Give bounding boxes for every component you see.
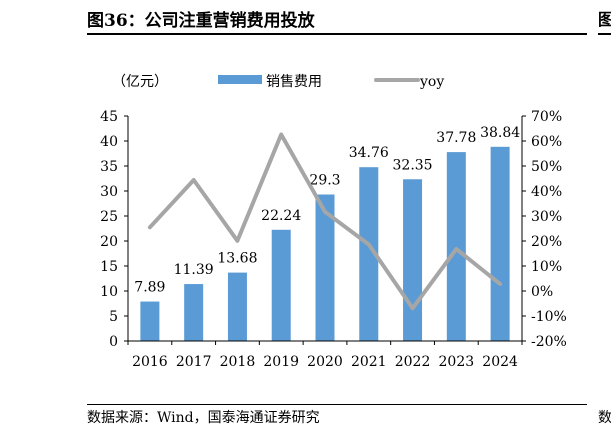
right-tick-label: 20% (531, 234, 562, 250)
right-tick-label: 60% (531, 134, 562, 150)
x-tick-label: 2018 (220, 354, 256, 370)
bar-data-label: 13.68 (217, 251, 257, 267)
right-tick-label: 40% (531, 184, 562, 200)
right-y-axis: -20% -10% 0% 10% 20% 30% 40% 50% 60% 70% (521, 109, 567, 350)
right-tick-label: 0% (531, 284, 553, 300)
left-tick-label: 10 (100, 284, 118, 300)
left-tick-label: 25 (100, 209, 118, 225)
left-tick-label: 30 (100, 184, 118, 200)
bar-data-label: 37.78 (436, 130, 476, 146)
x-tick-label: 2022 (395, 354, 431, 370)
left-tick-label: 15 (100, 259, 118, 275)
x-tick-label: 2016 (132, 354, 168, 370)
bar (184, 284, 204, 341)
x-tick-label: 2020 (307, 354, 343, 370)
bar (490, 146, 510, 341)
bar (227, 272, 247, 341)
x-tick-label: 2021 (351, 354, 387, 370)
bar-data-label: 29.3 (309, 173, 340, 189)
figure-title: 图36：公司注重营销费用投放 (87, 11, 315, 31)
right-tick-label: -10% (531, 309, 567, 325)
adjacent-source-fragment: 数 (598, 410, 611, 426)
bar-data-label: 34.76 (349, 145, 389, 161)
left-tick-label: 0 (109, 334, 118, 350)
x-tick-label: 2023 (439, 354, 475, 370)
adjacent-title-rule (598, 33, 611, 35)
right-tick-label: -20% (531, 334, 567, 350)
bar-data-label: 38.84 (480, 125, 520, 141)
yoy-line-series (147, 132, 503, 311)
legend-label-bar: 销售费用 (266, 74, 322, 90)
bar-data-label: 11.39 (174, 262, 214, 278)
legend-swatch-bar (218, 75, 262, 84)
right-tick-label: 70% (531, 109, 562, 125)
bar (140, 301, 160, 341)
adjacent-figure-title-fragment: 图 (598, 10, 611, 29)
bar-data-label: 32.35 (393, 157, 433, 173)
y-unit-label: （亿元） (112, 74, 168, 90)
right-tick-label: 50% (531, 159, 562, 175)
bar (446, 152, 466, 341)
bar (359, 167, 379, 341)
x-axis: 2016 2017 2018 2019 2020 2021 2022 2023 2024 (127, 340, 523, 370)
right-tick-label: 30% (531, 209, 562, 225)
source-rule (87, 404, 587, 405)
data-source-note: 数据来源：Wind，国泰海通证券研究 (87, 410, 320, 426)
left-tick-label: 40 (100, 134, 118, 150)
bar (271, 229, 291, 341)
x-tick-label: 2024 (482, 354, 518, 370)
title-rule (87, 33, 587, 35)
left-tick-label: 20 (100, 234, 118, 250)
legend-label-line: yoy (419, 74, 444, 90)
left-y-axis: 0 5 10 15 20 25 30 35 40 45 (100, 109, 129, 350)
bar (403, 179, 423, 341)
bar-data-label: 7.89 (134, 280, 165, 296)
right-tick-label: 10% (531, 259, 562, 275)
figure-title-bar: 图36：公司注重营销费用投放 (87, 4, 587, 31)
bar-series (140, 146, 510, 341)
bar-data-label: 22.24 (261, 208, 301, 224)
left-tick-label: 5 (109, 309, 118, 325)
left-tick-label: 35 (100, 159, 118, 175)
x-tick-label: 2019 (263, 354, 299, 370)
yoy-line (147, 132, 503, 311)
bar (315, 194, 335, 341)
left-tick-label: 45 (100, 109, 118, 125)
x-tick-label: 2017 (176, 354, 212, 370)
chart-legend: （亿元） 销售费用 yoy (112, 74, 444, 90)
